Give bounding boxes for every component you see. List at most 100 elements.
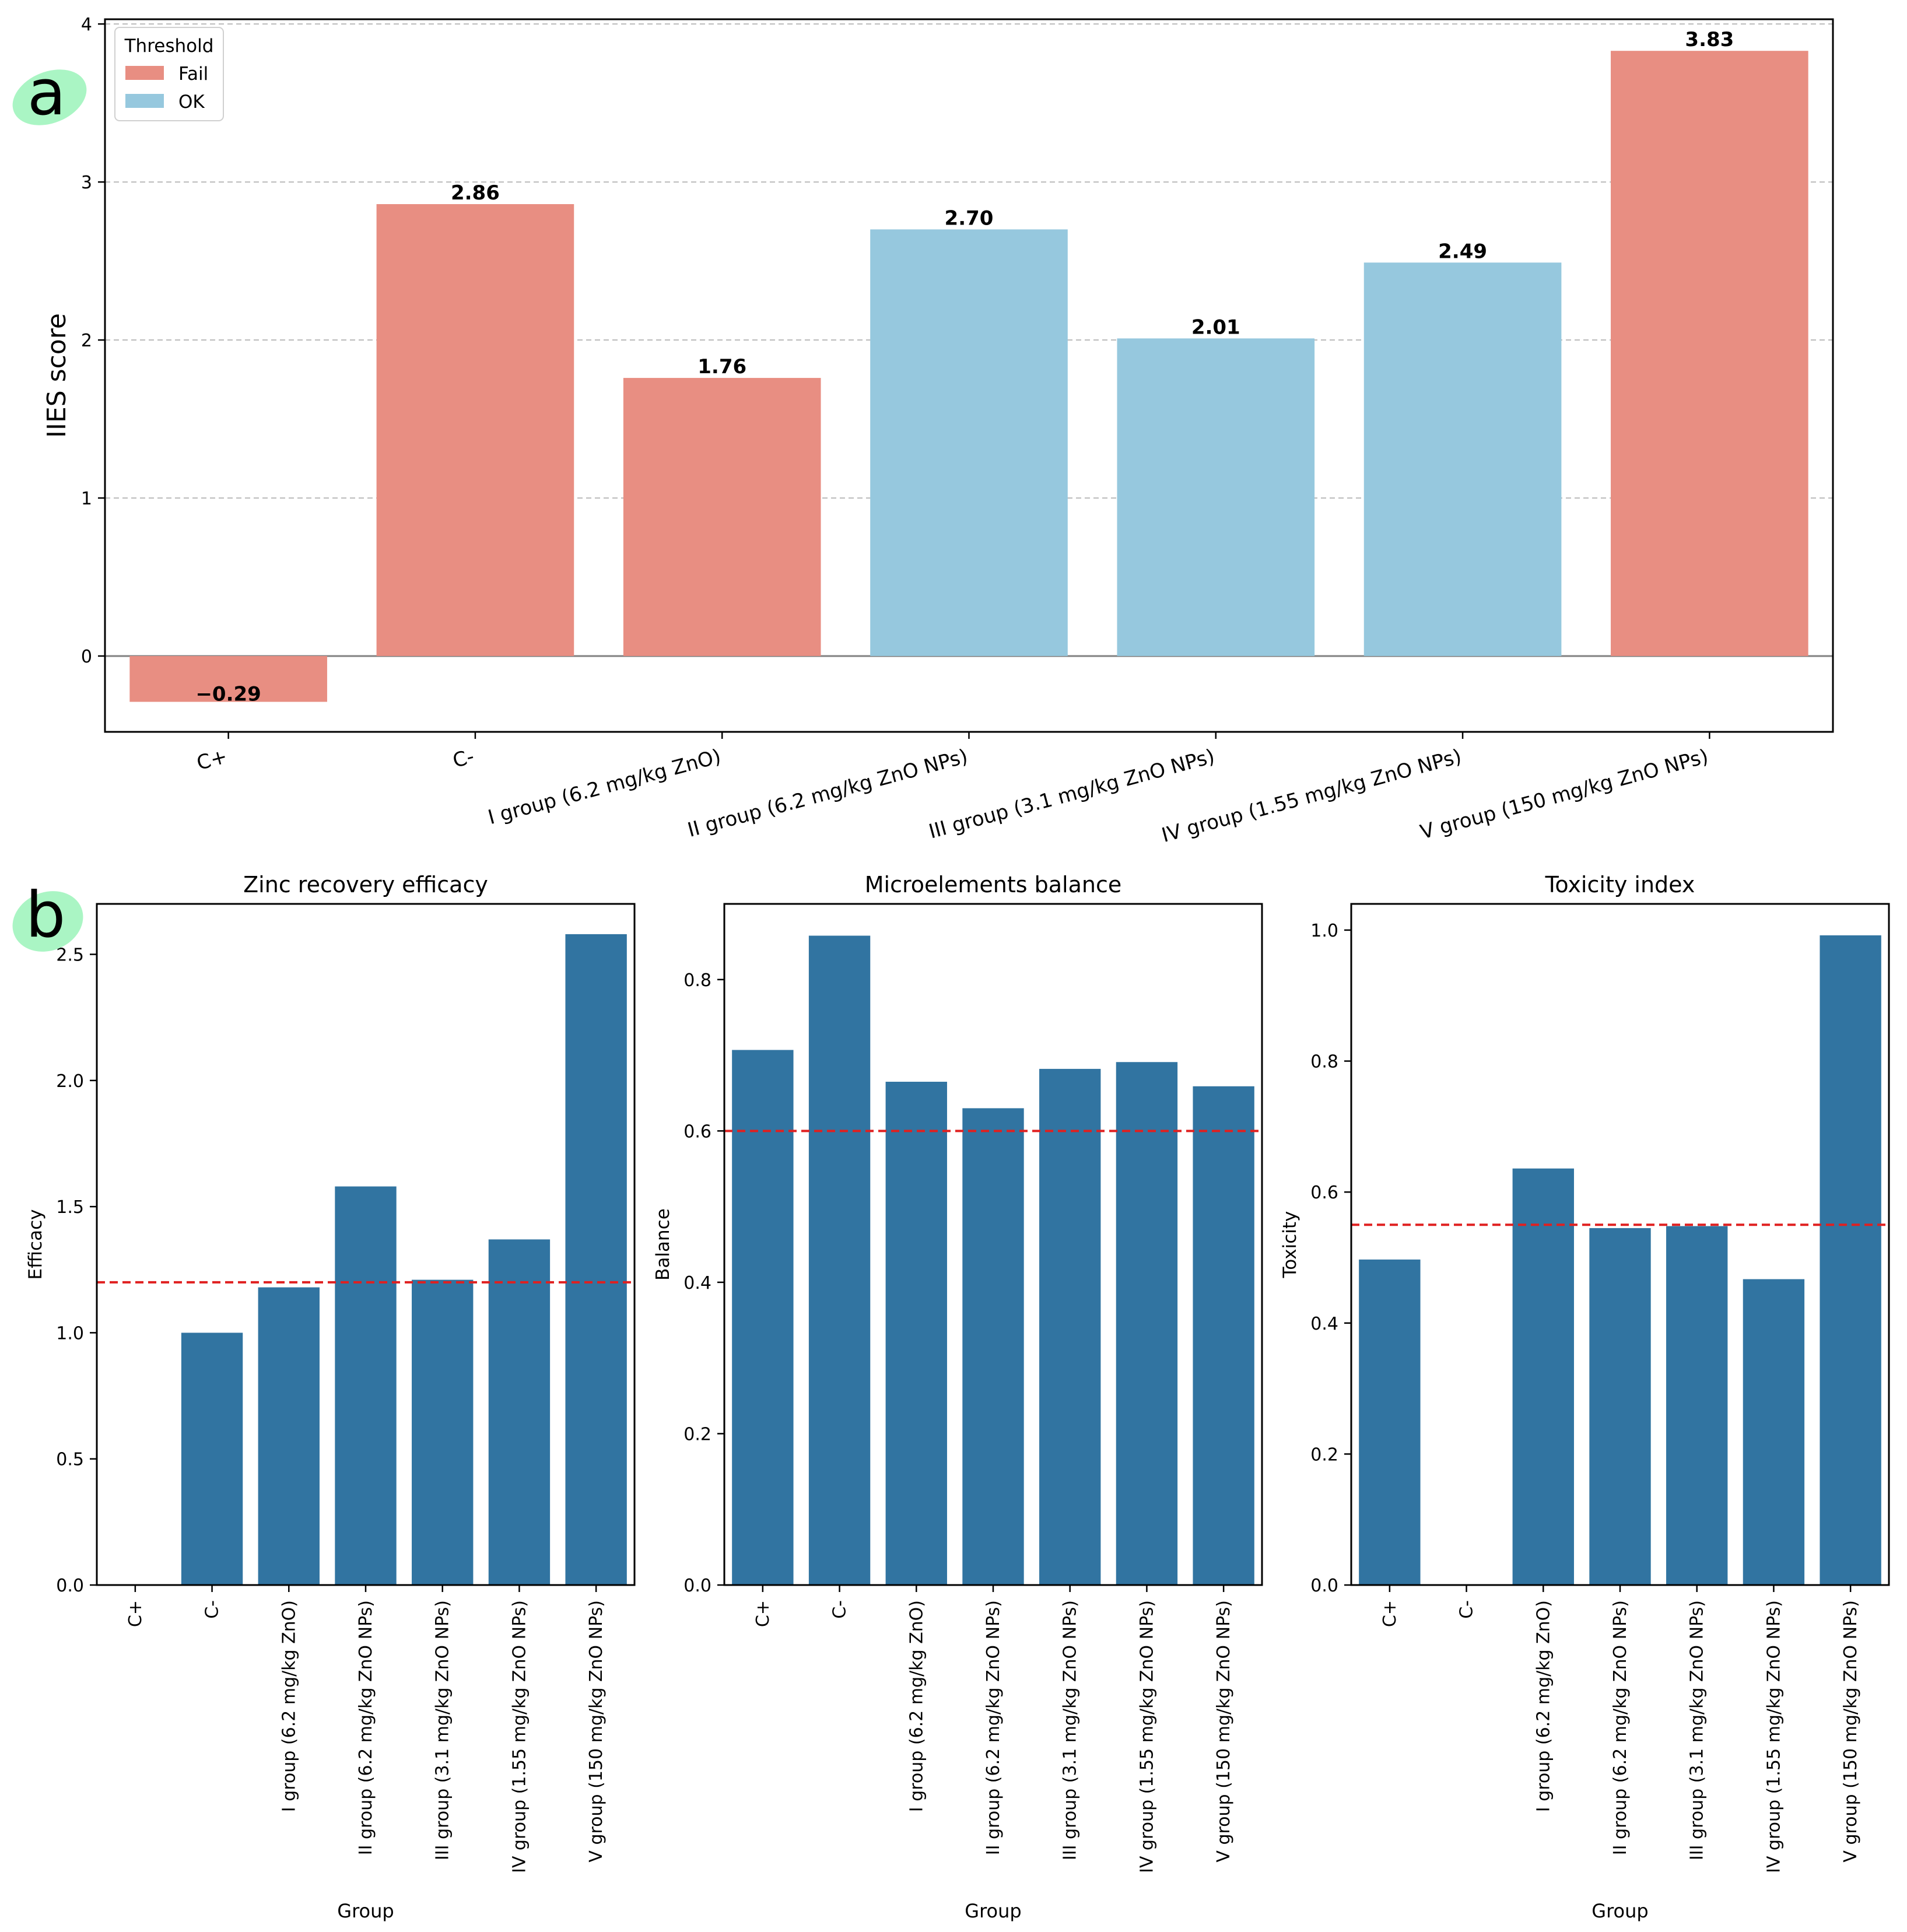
legend-swatch (125, 66, 164, 80)
panel-b-badge (12, 891, 83, 952)
bar (1743, 1279, 1805, 1585)
bar (732, 1050, 794, 1585)
y-axis-label: Balance (653, 1208, 674, 1281)
x-tick-label: II group (6.2 mg/kg ZnO NPs) (1610, 1600, 1631, 1855)
panel-letters: ab (12, 57, 87, 952)
x-tick-label: III group (3.1 mg/kg ZnO NPs) (1060, 1600, 1081, 1860)
y-tick-label: 2.5 (56, 945, 84, 966)
bar (1589, 1228, 1651, 1585)
y-axis-label: IIES score (42, 313, 72, 438)
bar (1820, 935, 1881, 1585)
panel-a-letter: a (27, 57, 66, 129)
panel-a-badge (12, 69, 87, 125)
data-label: 1.76 (697, 355, 746, 378)
y-tick-label: 0.8 (683, 970, 711, 991)
bar (870, 229, 1068, 656)
x-tick-label: C- (450, 745, 476, 773)
y-tick-label: 0.6 (683, 1121, 711, 1142)
x-tick-label: I group (6.2 mg/kg ZnO) (486, 745, 724, 829)
bar (1193, 1086, 1254, 1585)
bar (335, 1186, 397, 1585)
subplot-title: Zinc recovery efficacy (243, 872, 488, 897)
panel-b-balance-chart: Microelements balance C+ C- I group (6.2 mg… (653, 872, 1263, 1922)
x-tick-label: C+ (194, 745, 230, 775)
bar (258, 1287, 320, 1585)
bar (1512, 1168, 1574, 1585)
data-label: 2.70 (945, 206, 994, 230)
plot-frame (96, 903, 636, 1586)
bar (962, 1108, 1024, 1585)
y-tick-label: 0.0 (56, 1576, 84, 1596)
panel-b-toxicity-chart: Toxicity index C+ C- I group (6.2 mg/kg ZnO… (1279, 872, 1890, 1922)
y-tick-label: 4 (81, 15, 92, 35)
plot-frame (1350, 903, 1890, 1586)
bar (565, 934, 627, 1585)
data-label: 2.86 (451, 181, 500, 205)
x-tick-label: IV group (1.55 mg/kg ZnO NPs) (1764, 1600, 1784, 1873)
data-label: 2.49 (1438, 240, 1487, 263)
x-tick-label: III group (3.1 mg/kg ZnO NPs) (433, 1600, 453, 1860)
plot-frame (104, 18, 1834, 733)
bar (1363, 262, 1562, 656)
bar (129, 655, 327, 702)
x-tick-label: C+ (1380, 1600, 1400, 1627)
legend-swatch (125, 94, 164, 108)
x-axis-label: Group (1591, 1900, 1648, 1922)
y-tick-label: 0.4 (683, 1273, 711, 1293)
y-tick-label: 3 (81, 173, 92, 193)
legend-label: OK (178, 92, 205, 113)
y-tick-label: 0.5 (56, 1450, 84, 1470)
x-tick-label: C+ (753, 1600, 773, 1627)
x-tick-label: II group (6.2 mg/kg ZnO NPs) (983, 1600, 1004, 1855)
bar (1039, 1068, 1101, 1585)
subplot-title: Toxicity index (1545, 872, 1695, 897)
bar (488, 1239, 551, 1585)
y-tick-label: 2.0 (56, 1071, 84, 1092)
y-tick-label: 0.4 (1310, 1314, 1338, 1334)
x-tick-label: V group (150 mg/kg ZnO NPs) (1841, 1600, 1861, 1863)
bar (1666, 1226, 1728, 1585)
panel-b-efficacy-chart: Zinc recovery efficacy C+ C- I group (6.2 m… (25, 872, 636, 1922)
x-tick-label: V group (150 mg/kg ZnO NPs) (1214, 1600, 1234, 1863)
y-tick-label: 1.5 (56, 1197, 84, 1218)
x-tick-label: I group (6.2 mg/kg ZnO) (279, 1600, 299, 1812)
y-tick-label: 0.0 (683, 1576, 711, 1596)
y-tick-label: 0 (81, 647, 92, 667)
x-tick-label: II group (6.2 mg/kg ZnO NPs) (356, 1600, 376, 1855)
x-tick-label: I group (6.2 mg/kg ZnO) (906, 1600, 927, 1812)
x-tick-label: III group (3.1 mg/kg ZnO NPs) (1687, 1600, 1708, 1860)
data-label: 2.01 (1191, 315, 1240, 339)
bar (181, 1333, 243, 1585)
y-tick-label: 0.6 (1310, 1183, 1338, 1203)
bar (623, 378, 821, 656)
data-label: 3.83 (1685, 28, 1734, 51)
bar (376, 204, 574, 656)
x-tick-label: C- (1457, 1600, 1477, 1619)
y-tick-label: 0.0 (1310, 1576, 1338, 1596)
subplot-title: Microelements balance (865, 872, 1121, 897)
y-tick-label: 1.0 (56, 1323, 84, 1344)
x-tick-label: C- (202, 1600, 223, 1619)
x-axis-label: Group (965, 1900, 1021, 1922)
bar (1359, 1259, 1421, 1585)
x-tick-label: I group (6.2 mg/kg ZnO) (1533, 1600, 1554, 1812)
legend: Threshold Fail OK (114, 27, 224, 121)
plot-frame (723, 903, 1263, 1586)
data-label: −0.29 (195, 683, 261, 706)
y-tick-label: 1 (81, 489, 92, 509)
bar (1116, 1062, 1178, 1585)
x-axis-label: Group (337, 1900, 394, 1922)
bar (808, 935, 871, 1585)
x-tick-label: IV group (1.55 mg/kg ZnO NPs) (509, 1600, 530, 1873)
legend-label: Fail (178, 64, 208, 85)
y-tick-label: 1.0 (1310, 921, 1338, 941)
y-tick-label: 0.2 (683, 1424, 711, 1444)
panel-a-chart: −0.29 C+ 2.86 C- 1.76 I group (6.2 mg/kg ZnO)… (42, 15, 1834, 847)
legend-title: Threshold (124, 36, 214, 57)
panel-b-letter: b (26, 879, 66, 952)
y-tick-label: 2 (81, 331, 92, 351)
x-tick-label: IV group (1.55 mg/kg ZnO NPs) (1137, 1600, 1157, 1873)
x-tick-label: C- (830, 1600, 850, 1619)
y-tick-label: 0.2 (1310, 1444, 1338, 1465)
